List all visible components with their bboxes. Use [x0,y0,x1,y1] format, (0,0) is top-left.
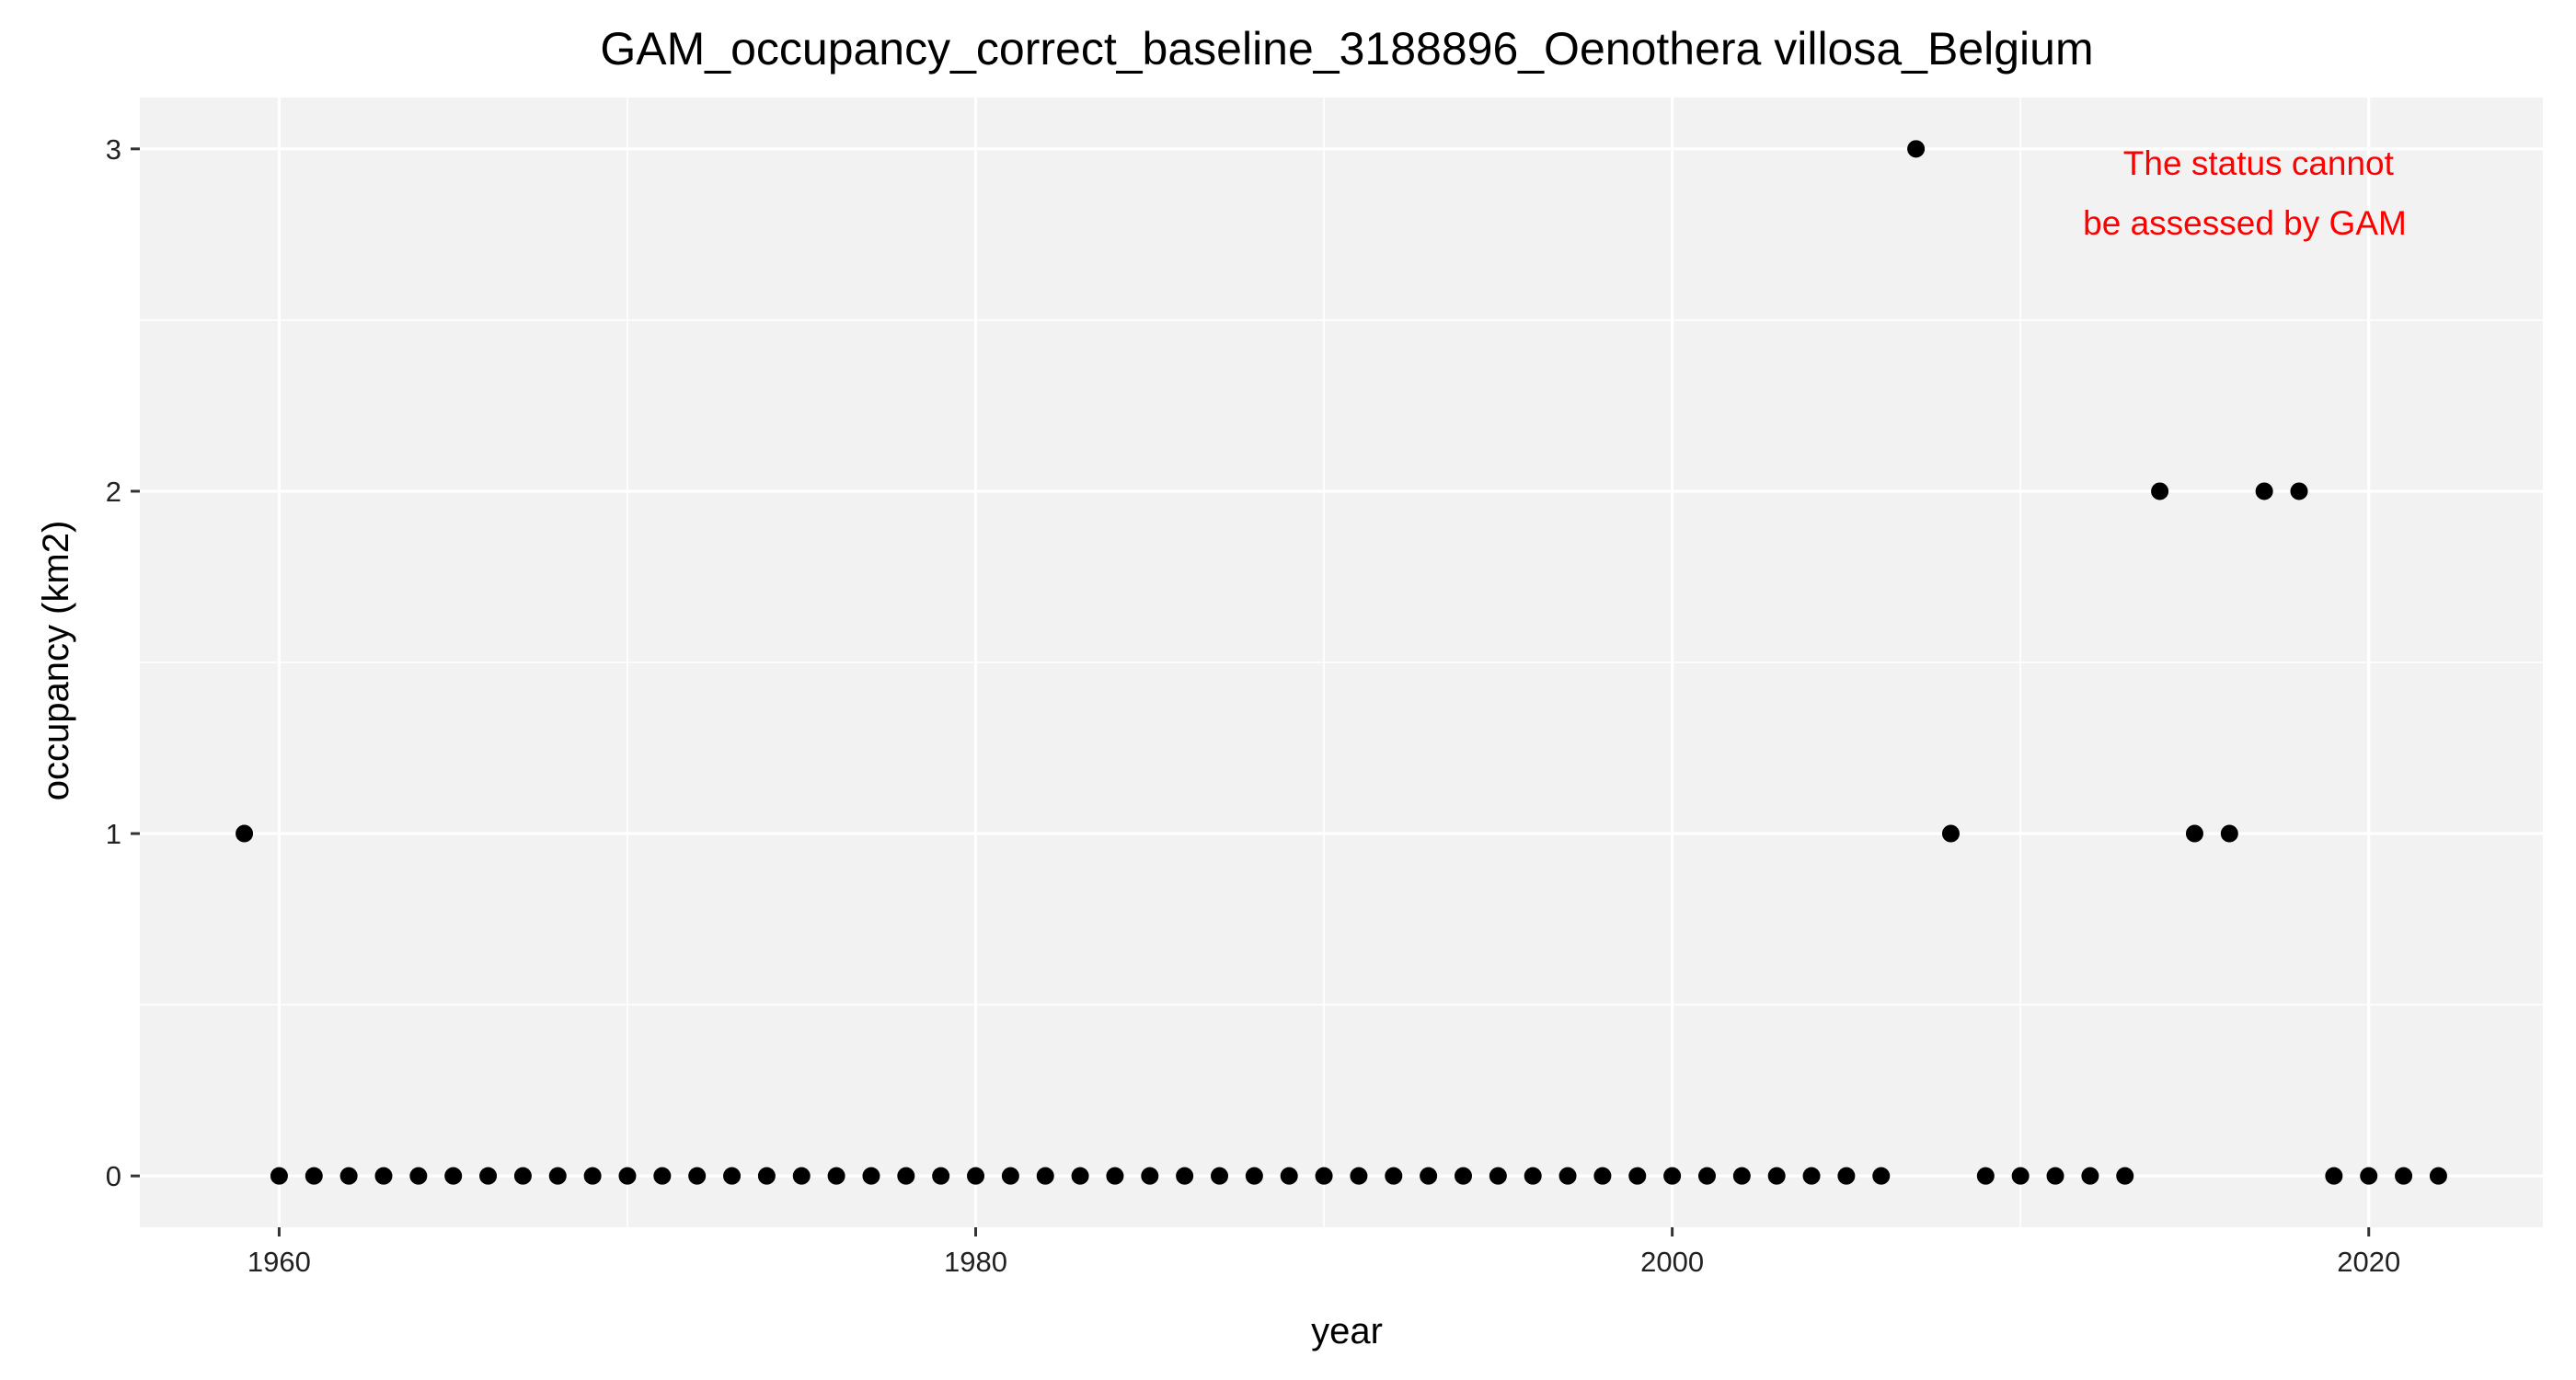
y-tick-label: 2 [106,476,121,508]
data-point [1420,1167,1438,1185]
y-tick-label: 1 [106,818,121,850]
data-point [1211,1167,1229,1185]
data-point [1976,1167,1995,1185]
data-point [479,1167,498,1185]
x-tick-label: 2020 [2337,1246,2400,1278]
data-point [2290,482,2308,500]
data-point [618,1167,637,1185]
data-point [967,1167,985,1185]
data-point [1663,1167,1682,1185]
data-point [2429,1167,2447,1185]
data-point [1837,1167,1856,1185]
x-axis-title: year [1311,1311,1383,1351]
data-point [1071,1167,1089,1185]
status-annotation-line-2: be assessed by GAM [2083,204,2407,242]
data-point [444,1167,463,1185]
data-point [270,1167,288,1185]
data-point [1628,1167,1647,1185]
data-point [862,1167,880,1185]
data-point [1489,1167,1507,1185]
x-axis: 1960 1980 2000 2020 [247,1227,2400,1278]
y-axis: 0 1 2 3 [106,133,140,1192]
data-point [2325,1167,2343,1185]
data-point [1036,1167,1054,1185]
data-point [583,1167,602,1185]
grid-major [140,98,2543,1227]
data-point [2011,1167,2030,1185]
data-point [1802,1167,1821,1185]
data-point [1106,1167,1124,1185]
x-tick-label: 1960 [247,1246,311,1278]
data-point [2395,1167,2413,1185]
data-point [1176,1167,1194,1185]
y-axis-title: occupancy (km2) [36,521,76,801]
data-point [1001,1167,1019,1185]
data-point [1245,1167,1263,1185]
data-point [1907,140,1926,158]
data-point [1280,1167,1298,1185]
data-point [2046,1167,2064,1185]
data-point [1941,824,1960,843]
data-point [548,1167,567,1185]
data-point [513,1167,532,1185]
data-point [1872,1167,1891,1185]
data-point [1697,1167,1716,1185]
data-point [1350,1167,1368,1185]
data-point [792,1167,811,1185]
status-annotation: The status cannot be assessed by GAM [2083,144,2407,242]
x-tick-label: 1980 [944,1246,1007,1278]
data-point [305,1167,323,1185]
data-point [2185,824,2203,843]
data-point [653,1167,672,1185]
x-tick-label: 2000 [1640,1246,1704,1278]
data-point [2255,482,2273,500]
data-point [723,1167,742,1185]
data-point [932,1167,950,1185]
data-point [1558,1167,1577,1185]
data-point [2151,482,2169,500]
data-point [897,1167,915,1185]
data-point [2360,1167,2378,1185]
data-point [1141,1167,1159,1185]
data-point [1593,1167,1612,1185]
data-point [827,1167,845,1185]
data-point [757,1167,776,1185]
data-point [1454,1167,1472,1185]
data-point [1732,1167,1751,1185]
data-point [339,1167,358,1185]
data-point [409,1167,428,1185]
data-point [1524,1167,1542,1185]
y-tick-label: 3 [106,133,121,166]
data-point [1315,1167,1333,1185]
data-point [236,824,254,843]
status-annotation-line-1: The status cannot [2123,144,2395,182]
grid-minor [140,98,2543,1227]
data-point [2081,1167,2099,1185]
data-point [2116,1167,2134,1185]
data-point [374,1167,393,1185]
data-point [1385,1167,1403,1185]
data-point [2220,824,2238,843]
chart-title: GAM_occupancy_correct_baseline_3188896_O… [600,23,2093,75]
data-points [236,140,2447,1185]
y-tick-label: 0 [106,1160,121,1192]
data-point [1767,1167,1786,1185]
data-point [688,1167,707,1185]
